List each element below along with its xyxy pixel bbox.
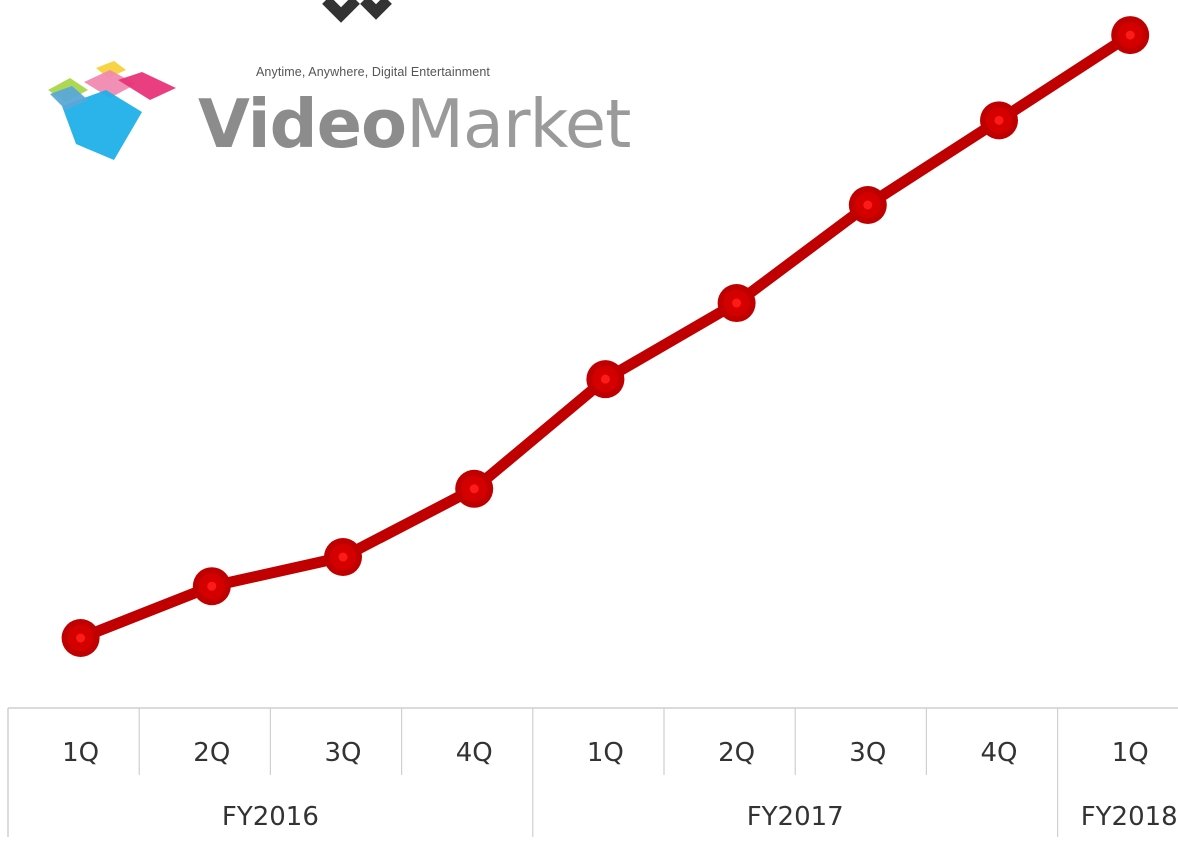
data-point xyxy=(586,360,625,399)
x-tick-label: 2Q xyxy=(718,738,755,768)
category-table-border xyxy=(7,707,1178,837)
data-point xyxy=(980,101,1018,140)
data-point xyxy=(61,619,100,657)
logo-tile xyxy=(84,70,136,98)
x-tick-label: 1Q xyxy=(587,738,624,768)
chevron-down-icon xyxy=(322,0,392,23)
videomarket-logo xyxy=(44,60,664,170)
data-point xyxy=(324,538,362,577)
x-tick-label: 3Q xyxy=(849,738,886,768)
brand-name-bold: Video xyxy=(198,85,407,163)
logo-mark-icon xyxy=(48,61,176,160)
x-tick-label: 1Q xyxy=(1112,738,1149,768)
fiscal-year-label: FY2017 xyxy=(747,802,844,832)
fiscal-year-label: FY2016 xyxy=(222,802,319,832)
x-tick-label: 4Q xyxy=(456,738,493,768)
data-point xyxy=(455,469,494,508)
brand-wordmark: VideoMarket xyxy=(198,84,631,164)
brand-tagline: Anytime, Anywhere, Digital Entertainment xyxy=(256,65,490,79)
data-point xyxy=(1111,16,1150,55)
data-point xyxy=(848,186,887,225)
x-tick-label: 1Q xyxy=(62,738,99,768)
fiscal-year-label: FY2018 xyxy=(1081,802,1178,832)
logo-tile xyxy=(62,90,142,160)
logo-tile xyxy=(118,72,176,100)
x-tick-label: 4Q xyxy=(980,738,1017,768)
data-point xyxy=(717,284,756,323)
data-point xyxy=(192,567,231,606)
logo-tile xyxy=(50,86,88,110)
x-tick-label: 3Q xyxy=(324,738,361,768)
x-tick-label: 2Q xyxy=(193,738,230,768)
brand-name-light: Market xyxy=(406,85,631,163)
